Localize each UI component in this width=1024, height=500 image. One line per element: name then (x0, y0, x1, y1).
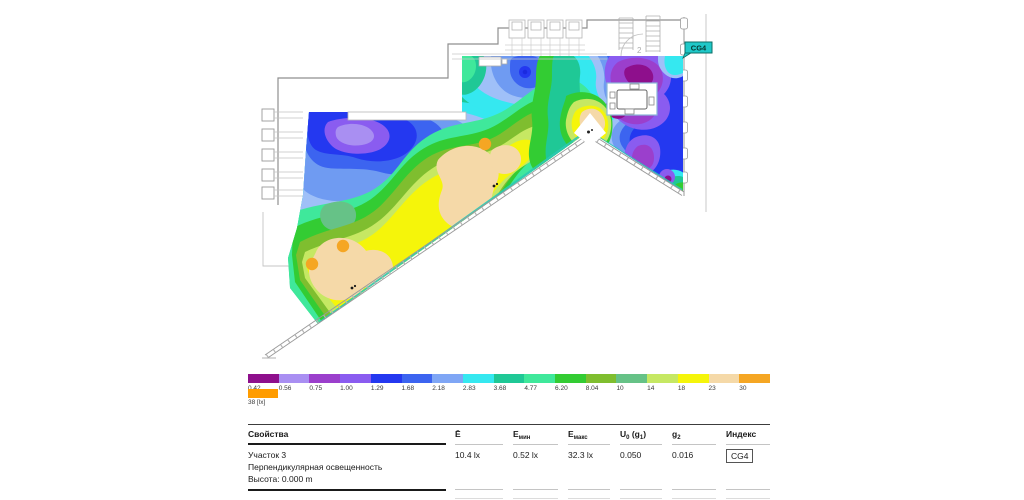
legend-segment: 2.83 (462, 374, 494, 392)
illuminance-map (288, 56, 683, 324)
stairs-ladders (618, 15, 661, 57)
legend-segment: 30 (739, 374, 770, 392)
legend-segment-label: 30 (739, 385, 747, 392)
legend-segment-label: 0.56 (278, 385, 292, 392)
col-header-e-max: Eмакс (568, 429, 588, 441)
wall-band-overlay (347, 111, 467, 121)
col-header-e-avg: Ē (455, 429, 461, 439)
workstation-symbols (505, 19, 585, 56)
isolux-blobs (288, 56, 683, 324)
surface-name: Участок 3 (248, 450, 287, 460)
legend-segment-label: 14 (647, 385, 655, 392)
col-header-e-min: Eмин (513, 429, 531, 441)
surface-height: Высота: 0.000 m (248, 474, 313, 484)
g2-value: 0.016 (672, 450, 694, 460)
legend-segment: 1.00 (340, 374, 371, 392)
luminaire-dot (305, 257, 319, 271)
legend-segment: 23 (708, 374, 740, 392)
legend-segment: 0.56 (278, 374, 310, 392)
legend-segment: 3.68 (493, 374, 525, 392)
flag-label: CG4 (691, 44, 707, 53)
left-wall-windows (261, 108, 303, 200)
legend-segment: 10 (616, 374, 648, 392)
legend-segment: 14 (647, 374, 678, 392)
col-header-g2: g2 (672, 429, 681, 441)
legend-segment-label: 0.42 (248, 385, 261, 392)
table-row: Участок 3 Перпендикулярная освещенность … (248, 444, 770, 493)
railing-right (588, 133, 685, 196)
legend-overflow-label: 38 [lx] (248, 399, 266, 406)
e-min-value: 0.52 lx (513, 450, 539, 460)
apex-marker-glyph (587, 129, 593, 134)
legend-segment: 2.18 (432, 374, 463, 392)
legend-segment: 0.42 (248, 374, 279, 392)
railing-apex-gap (574, 113, 606, 146)
legend-segment-label: 18 (677, 385, 686, 392)
top-edge-lines (452, 53, 607, 60)
legend-segment-label: 3.68 (493, 385, 507, 392)
properties-table: Свойства Ē Eмин Eмакс U0 (g1) g2 Индекс … (248, 424, 770, 499)
legend-segment-label: 23 (708, 385, 716, 392)
table-header-row: Свойства Ē Eмин Eмакс U0 (g1) g2 Индекс (248, 425, 770, 444)
e-avg-value: 10.4 lx (455, 450, 481, 460)
legend-overflow-swatch (248, 389, 278, 398)
equipment-table (606, 82, 658, 116)
legend-segment-label: 2.83 (462, 385, 476, 392)
col-header-properties: Свойства (248, 429, 289, 439)
index-badge: CG4 (726, 449, 754, 463)
luminaire-dot (478, 137, 492, 151)
building-outline (277, 19, 684, 205)
surface-description: Перпендикулярная освещенность (248, 462, 383, 472)
legend-color-bar: 0.42 0.56 0.75 1.00 1.29 1.68 2.18 2.83 3.68 4.77… (248, 374, 770, 392)
luminaire-dot (336, 239, 350, 253)
legend-segment-label: 2.18 (432, 385, 445, 392)
legend-segment-label: 6.20 (555, 385, 568, 392)
legend-segment: 4.77 (524, 374, 556, 392)
railing-left (262, 132, 593, 359)
scene-marker-glyph (350, 182, 499, 290)
legend: 0.42 0.56 0.75 1.00 1.29 1.68 2.18 2.83 3.68 4.77… (248, 374, 770, 406)
calc-surface-flag: CG4 (682, 41, 713, 59)
floor-plan-svg: 2 (261, 14, 713, 359)
stair-number-label: 2 (637, 46, 642, 55)
legend-segment: 0.75 (309, 374, 341, 392)
legend-segment-label: 8.04 (585, 385, 599, 392)
legend-segment-label: 10 (616, 385, 624, 392)
col-header-index: Индекс (726, 429, 757, 439)
legend-segment: 8.04 (585, 374, 617, 392)
e-max-value: 32.3 lx (568, 450, 594, 460)
legend-segment-label: 0.75 (309, 385, 323, 392)
legend-segment: 6.20 (555, 374, 586, 392)
legend-segment-label: 4.77 (524, 385, 537, 392)
col-header-u0: U0 (g1) (620, 429, 647, 441)
legend-segment: 18 (677, 374, 709, 392)
legend-segment: 1.29 (370, 374, 402, 392)
legend-segment-label: 1.68 (401, 385, 415, 392)
luminaire-dots (305, 137, 492, 271)
surface-name-cell: Участок 3 Перпендикулярная освещенность … (248, 449, 455, 485)
legend-segment: 1.68 (401, 374, 433, 392)
legend-segment-label: 1.00 (340, 385, 353, 392)
u0-value: 0.050 (620, 450, 642, 460)
legend-segment-label: 1.29 (370, 385, 384, 392)
